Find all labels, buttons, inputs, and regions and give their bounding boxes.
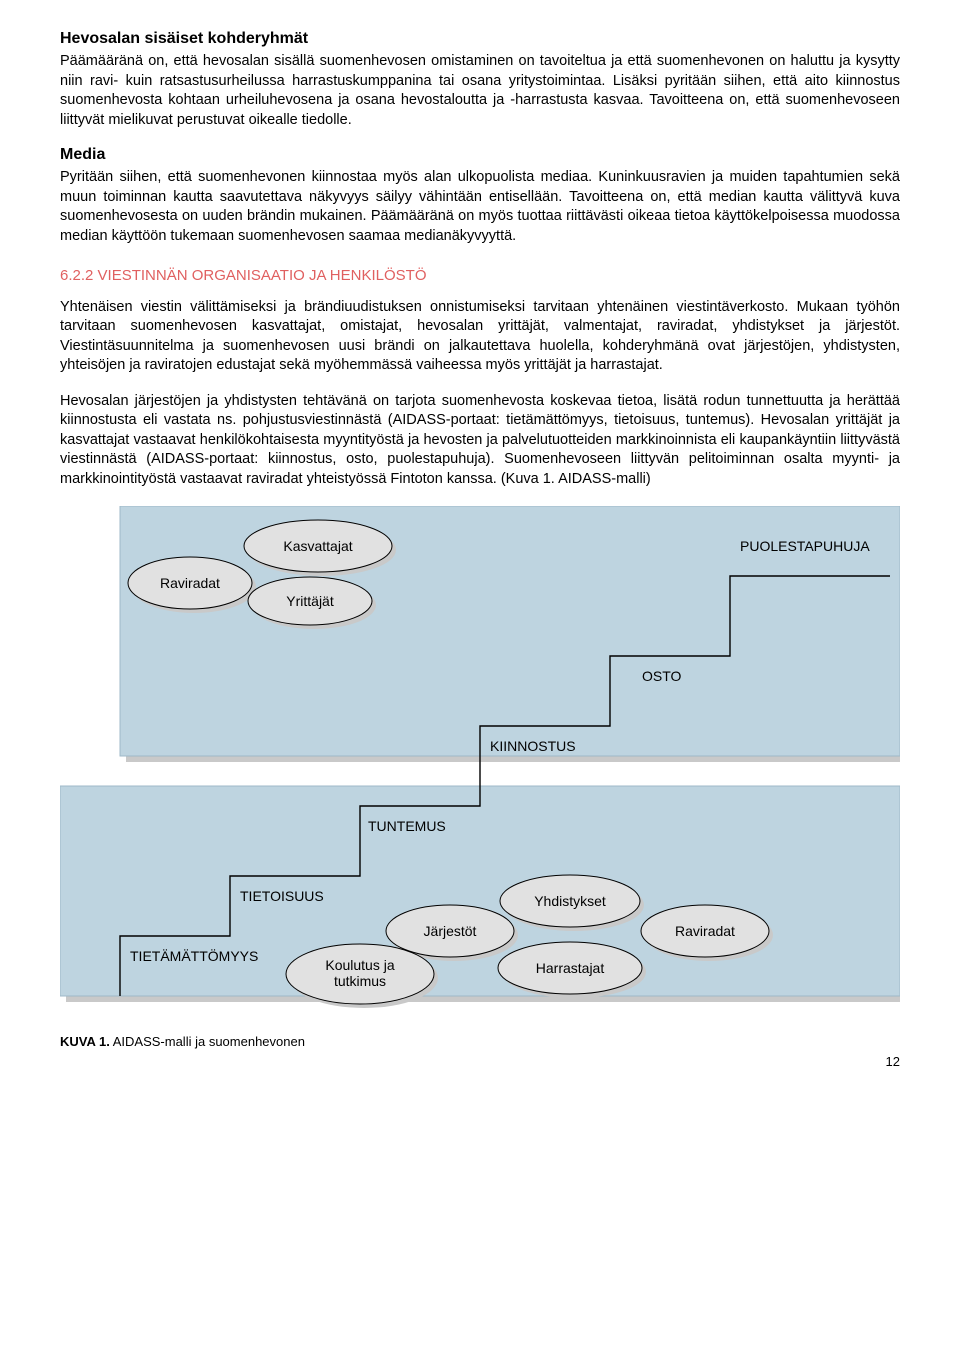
paragraph-s2: Pyritään siihen, että suomenhevonen kiin… [60,168,900,246]
aidass-step-label: TUNTEMUS [368,818,446,834]
figure-caption: KUVA 1. AIDASS-malli ja suomenhevonen [60,1034,900,1049]
aidass-step-label: TIETOISUUS [240,888,324,904]
aidass-ellipse-label: Yhdistykset [534,893,606,909]
aidass-step-label: TIETÄMÄTTÖMYYS [130,947,258,964]
aidass-ellipse-label: Raviradat [160,575,220,591]
aidass-step-label: OSTO [642,668,682,684]
subheading-622: 6.2.2 VIESTINNÄN ORGANISAATIO JA HENKILÖ… [60,267,900,284]
aidass-ellipse-label: Yrittäjät [286,593,334,609]
figure-caption-text: AIDASS-malli ja suomenhevonen [110,1034,305,1049]
paragraph-s1: Päämääränä on, että hevosalan sisällä su… [60,52,900,130]
paragraph-s3b: Hevosalan järjestöjen ja yhdistysten teh… [60,392,900,490]
aidass-step-label: PUOLESTAPUHUJA [740,538,870,554]
page-number: 12 [886,1054,900,1069]
aidass-ellipse-label: Järjestöt [424,923,477,939]
aidass-diagram: TIETÄMÄTTÖMYYS TIETOISUUS TUNTEMUS KIINNOST… [60,506,900,1026]
aidass-ellipse-label: Raviradat [675,923,735,939]
figure-caption-bold: KUVA 1. [60,1034,110,1049]
aidass-step-label: KIINNOSTUS [490,738,576,754]
heading-hevosalan-kohderyhmat: Hevosalan sisäiset kohderyhmät [60,30,900,48]
aidass-ellipse-label: Harrastajat [536,960,605,976]
aidass-ellipse-label: Koulutus jatutkimus [325,957,394,989]
paragraph-s3a: Yhtenäisen viestin välittämiseksi ja brä… [60,298,900,376]
heading-media: Media [60,146,900,164]
aidass-ellipse-label: Kasvattajat [283,538,352,554]
